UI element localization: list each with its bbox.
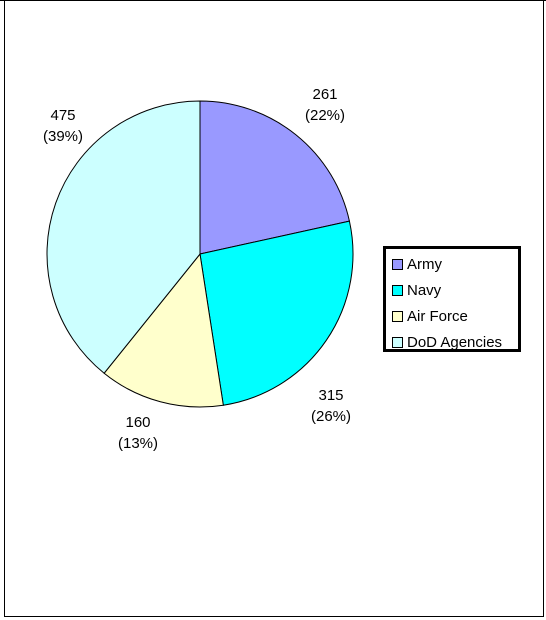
legend: Army Navy Air Force DoD Agencies xyxy=(383,246,521,352)
legend-item: DoD Agencies xyxy=(392,332,502,352)
data-label-percent: (39%) xyxy=(43,128,83,145)
legend-item: Army xyxy=(392,254,442,274)
legend-item: Air Force xyxy=(392,306,468,326)
data-label-value: 160 xyxy=(125,414,150,431)
data-label-value: 475 xyxy=(50,107,75,124)
legend-label: Army xyxy=(407,255,442,273)
data-label-percent: (26%) xyxy=(311,408,351,425)
legend-label: Air Force xyxy=(407,307,468,325)
legend-swatch xyxy=(392,284,403,296)
chart-frame xyxy=(4,0,544,617)
pie-slice-air-force xyxy=(103,252,224,408)
legend-label: Navy xyxy=(407,281,442,299)
pie-slice-dod-agencies xyxy=(46,100,201,374)
legend-swatch xyxy=(392,310,403,322)
legend-item: Navy xyxy=(392,280,441,300)
legend-swatch xyxy=(392,258,403,270)
data-label-value: 261 xyxy=(312,86,337,103)
pie-slice-navy xyxy=(199,220,354,406)
legend-swatch xyxy=(392,336,403,348)
pie-slice-army xyxy=(199,100,351,255)
data-label-value: 315 xyxy=(318,387,343,404)
data-label-percent: (22%) xyxy=(305,107,345,124)
legend-label: DoD Agencies xyxy=(407,333,503,351)
data-label-percent: (13%) xyxy=(118,435,158,452)
